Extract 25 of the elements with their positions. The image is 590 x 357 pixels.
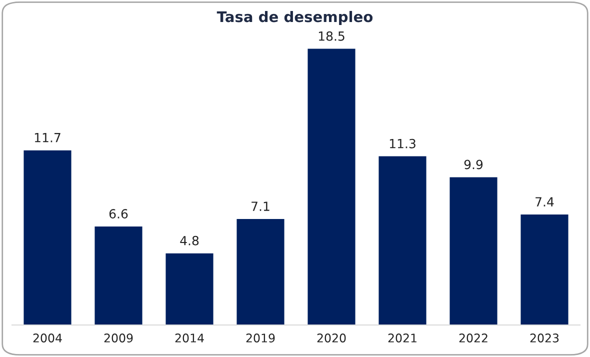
data-label: 4.8 (180, 236, 199, 246)
bar (450, 177, 498, 325)
data-label: 9.9 (464, 160, 483, 170)
x-tick-label: 2019 (246, 334, 275, 342)
x-tick-label: 2021 (388, 334, 416, 342)
x-tick-label: 2014 (175, 334, 204, 342)
chart-title: Tasa de desempleo (216, 10, 373, 26)
x-tick-label: 2023 (530, 334, 559, 342)
bar (308, 48, 356, 325)
data-label: 11.7 (34, 133, 60, 142)
x-tick-label: 2009 (104, 334, 133, 342)
data-label: 7.4 (536, 197, 554, 206)
x-tick-label: 2022 (459, 334, 488, 342)
data-label: 7.1 (252, 202, 270, 211)
bar (520, 214, 568, 325)
bar (236, 219, 284, 325)
data-label: 11.3 (390, 138, 416, 148)
x-tick-label: 2020 (317, 334, 346, 342)
bar (24, 150, 72, 325)
bar (378, 156, 426, 325)
data-label: 18.5 (318, 31, 344, 41)
data-label: 6.6 (109, 209, 128, 218)
x-tick-label: 2004 (33, 334, 62, 342)
bar (166, 253, 214, 325)
bar (94, 226, 142, 325)
